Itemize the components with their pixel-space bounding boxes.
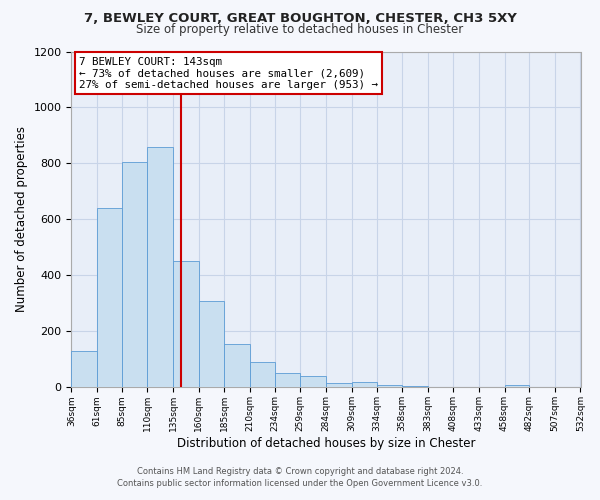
Bar (250, 362, 275, 388)
Text: Size of property relative to detached houses in Chester: Size of property relative to detached ho… (136, 22, 464, 36)
Bar (352, 382, 377, 388)
X-axis label: Distribution of detached houses by size in Chester: Distribution of detached houses by size … (177, 437, 475, 450)
Bar (173, 262, 199, 388)
Text: 7 BEWLEY COURT: 143sqm
← 73% of detached houses are smaller (2,609)
27% of semi-: 7 BEWLEY COURT: 143sqm ← 73% of detached… (79, 56, 378, 90)
Bar (122, 162, 148, 388)
Bar (300, 376, 326, 388)
Text: 7, BEWLEY COURT, GREAT BOUGHTON, CHESTER, CH3 5XY: 7, BEWLEY COURT, GREAT BOUGHTON, CHESTER… (83, 12, 517, 26)
Text: Contains HM Land Registry data © Crown copyright and database right 2024.
Contai: Contains HM Land Registry data © Crown c… (118, 466, 482, 487)
Bar (148, 146, 173, 388)
Bar (505, 384, 529, 388)
Y-axis label: Number of detached properties: Number of detached properties (15, 126, 28, 312)
Bar (199, 300, 224, 388)
Bar (71, 351, 97, 388)
Bar (224, 344, 250, 388)
Bar (428, 387, 453, 388)
Bar (453, 387, 479, 388)
Bar (97, 208, 122, 388)
Bar (402, 386, 428, 388)
Bar (326, 383, 352, 388)
Bar (377, 384, 402, 388)
Bar (275, 374, 300, 388)
